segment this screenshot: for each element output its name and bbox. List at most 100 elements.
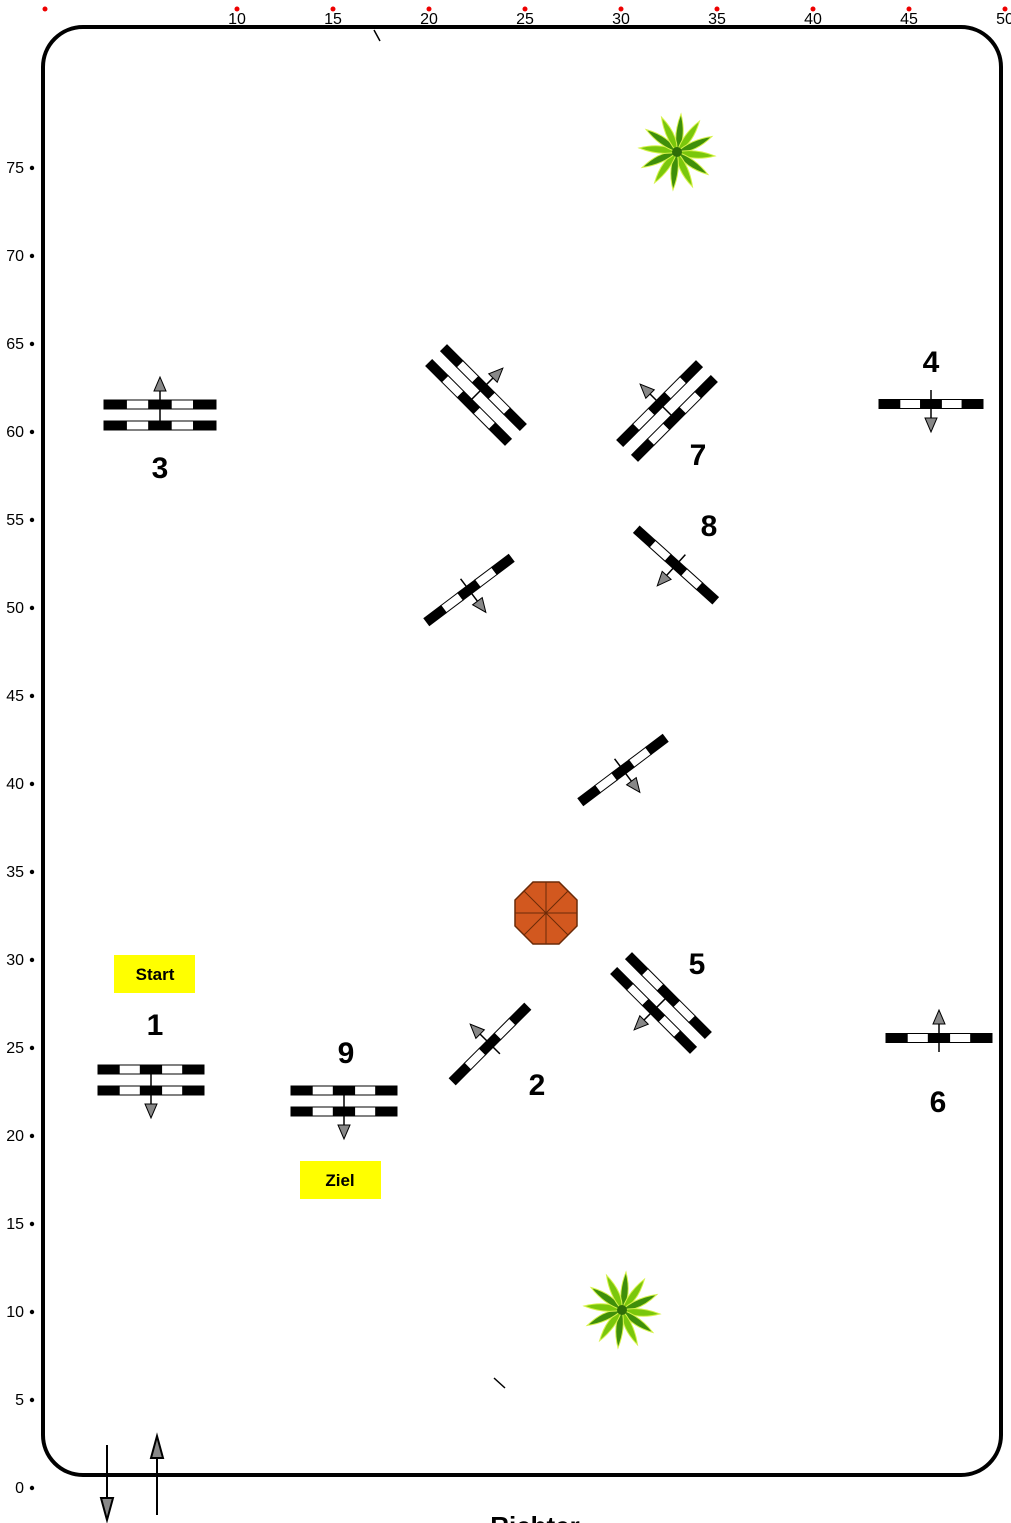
- pole-segment: [118, 1064, 141, 1075]
- pole-segment: [290, 1106, 313, 1117]
- pole-segment: [488, 422, 513, 446]
- top-ruler-label: 25: [516, 11, 534, 28]
- ruler-dot: [29, 1133, 35, 1139]
- entry-arrows: [99, 1432, 165, 1523]
- pole-segment: [182, 1064, 205, 1075]
- top-ruler-label: 20: [420, 11, 438, 28]
- obstacle-number: 2: [529, 1069, 546, 1102]
- direction-arrow: [656, 570, 672, 587]
- ruler-dot: [29, 693, 35, 699]
- pole-segment: [170, 399, 195, 410]
- pole-segment: [885, 1033, 908, 1043]
- pole-segment: [97, 1064, 120, 1075]
- obstacle-number: 4: [923, 346, 940, 379]
- direction-arrow: [153, 375, 167, 392]
- marker: [373, 29, 381, 42]
- top-ruler-label: 15: [324, 11, 342, 28]
- pole-segment: [290, 1085, 313, 1096]
- direction-line: [643, 992, 672, 1021]
- fence: [878, 390, 984, 434]
- pole-segment: [688, 1015, 712, 1040]
- ruler-dot: [29, 957, 35, 963]
- obstacle-number: 8: [701, 510, 718, 543]
- direction-arrow: [487, 367, 504, 384]
- ruler-dot: [330, 6, 336, 12]
- obstacle-number: 3: [152, 452, 169, 485]
- direction-arrow: [625, 776, 641, 794]
- left-ruler-label: 30: [6, 952, 24, 969]
- pole-segment: [508, 1002, 532, 1026]
- top-ruler-label: 10: [228, 11, 246, 28]
- tree: [582, 1270, 662, 1350]
- left-ruler-label: 75: [6, 160, 24, 177]
- direction-line: [465, 377, 494, 406]
- pole-segment: [118, 1085, 141, 1096]
- direction-arrow: [337, 1124, 351, 1141]
- pole-segment: [375, 1106, 398, 1117]
- pole-segment: [125, 420, 150, 431]
- top-ruler-label: 50: [996, 11, 1011, 28]
- left-ruler-label: 35: [6, 864, 24, 881]
- direction-arrow: [924, 417, 938, 434]
- pole-segment: [503, 407, 527, 432]
- pole-segment: [311, 1085, 334, 1096]
- ruler-dot: [426, 6, 432, 12]
- direction-arrow: [633, 1014, 650, 1031]
- obstacle-number: 5: [689, 948, 706, 981]
- pole-segment: [490, 553, 515, 576]
- ruler-dot: [29, 781, 35, 787]
- obstacle-number: 6: [930, 1086, 947, 1119]
- fence: [577, 733, 669, 807]
- direction-line: [649, 393, 678, 422]
- tree: [637, 112, 717, 192]
- ruler-dot: [29, 1397, 35, 1403]
- pole-segment: [961, 399, 984, 409]
- direction-arrow: [144, 1103, 158, 1120]
- direction-line: [479, 1033, 501, 1055]
- direction-line: [666, 554, 686, 576]
- top-ruler-label: 30: [612, 11, 630, 28]
- direction-arrow: [932, 1008, 946, 1025]
- pole-segment: [193, 420, 217, 431]
- pole-segment: [103, 420, 127, 431]
- pole-segment: [170, 420, 195, 431]
- ruler-dot: [29, 605, 35, 611]
- left-ruler-label: 0: [15, 1480, 24, 1497]
- obstacle-number: 1: [147, 1009, 164, 1042]
- direction-arrow: [469, 1023, 486, 1040]
- judge-label: Richter: [490, 1511, 580, 1523]
- left-ruler-label: 10: [6, 1304, 24, 1321]
- ruler-dot: [29, 253, 35, 259]
- ruler-dot: [42, 6, 48, 12]
- ruler-dot: [618, 6, 624, 12]
- ruler-dot: [714, 6, 720, 12]
- pole-segment: [161, 1085, 184, 1096]
- pole-segment: [311, 1106, 334, 1117]
- left-ruler-label: 5: [15, 1392, 24, 1409]
- left-ruler-label: 40: [6, 776, 24, 793]
- pole-segment: [644, 733, 669, 756]
- fence: [448, 1002, 532, 1086]
- pole-segment: [354, 1085, 377, 1096]
- obstacle-number: 7: [690, 439, 707, 472]
- pole-segment: [970, 1033, 993, 1043]
- direction-arrow: [639, 383, 656, 400]
- ruler-dot: [234, 6, 240, 12]
- fence: [610, 952, 712, 1054]
- direction-line: [459, 578, 479, 602]
- direction-line: [613, 758, 633, 782]
- arena-border: [41, 25, 1003, 1477]
- fence: [616, 360, 718, 462]
- start-box: [114, 955, 195, 993]
- fence: [103, 375, 217, 431]
- pole-segment: [97, 1085, 120, 1096]
- marker: [493, 1377, 506, 1389]
- left-ruler-label: 45: [6, 688, 24, 705]
- pole-segment: [694, 374, 718, 399]
- obstacle-number: 9: [338, 1037, 355, 1070]
- left-ruler-label: 50: [6, 600, 24, 617]
- ruler-dot: [29, 869, 35, 875]
- left-ruler-label: 15: [6, 1216, 24, 1233]
- ruler-dot: [29, 517, 35, 523]
- top-ruler-label: 45: [900, 11, 918, 28]
